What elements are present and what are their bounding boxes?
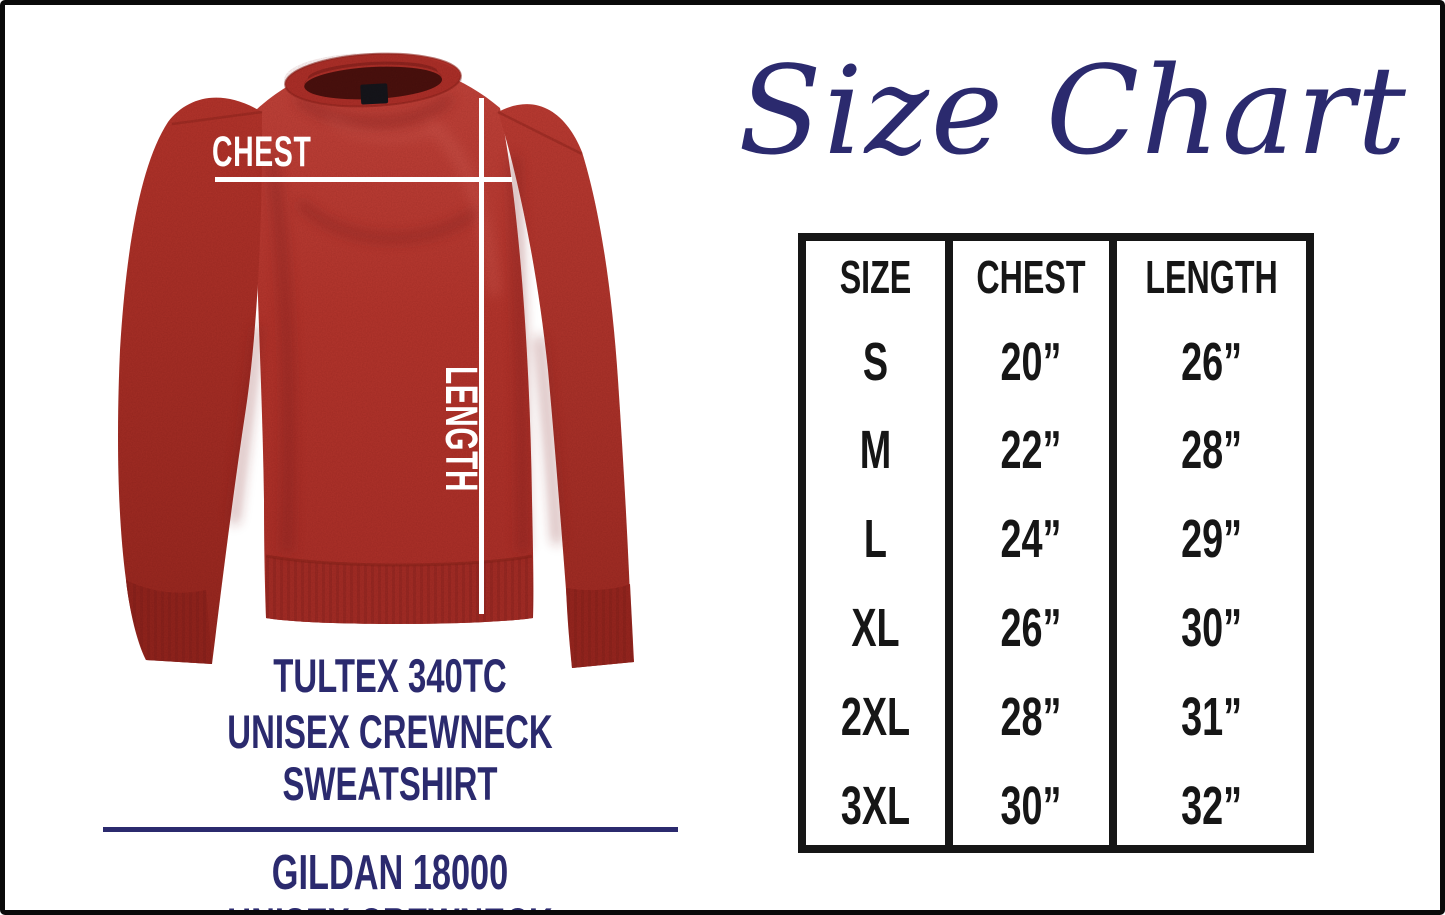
product-name-tultex-sub: UNISEX CREWNECK SWEATSHIRT (227, 705, 553, 810)
product-name-gildan: GILDAN 18000 (271, 846, 509, 900)
table-cell-xl-chest: 26” (1000, 598, 1062, 659)
sweatshirt-image (118, 52, 634, 668)
column-header-length: LENGTH (1145, 251, 1278, 303)
table-cell-s-length: 26” (1180, 331, 1242, 392)
table-cell-xl-length: 30” (1180, 598, 1242, 659)
table-cell-3xl-chest: 30” (1000, 776, 1062, 837)
table-cell-m-chest: 22” (1000, 420, 1062, 481)
product-info-block: TULTEX 340TC UNISEX CREWNECK SWEATSHIRT … (45, 650, 735, 915)
table-cell-2xl-size: 2XL (840, 687, 911, 748)
column-header-chest: CHEST (976, 251, 1086, 303)
product-divider-line (102, 827, 678, 832)
table-column-length: LENGTH 26” 28” 29” 30” 31” 32” (1108, 241, 1306, 845)
table-cell-l-length: 29” (1180, 509, 1242, 570)
table-cell-xl-size: XL (851, 598, 900, 659)
table-cell-s-chest: 20” (1000, 331, 1062, 392)
table-cell-m-size: M (859, 420, 892, 481)
size-chart-title: Size Chart (738, 40, 1408, 182)
length-label: LENGTH (436, 366, 487, 493)
table-column-chest: CHEST 20” 22” 24” 26” 28” 30” (944, 241, 1109, 845)
product-name-tultex: TULTEX 340TC (273, 649, 507, 702)
length-measure-line (479, 98, 484, 614)
table-cell-2xl-length: 31” (1180, 687, 1242, 748)
table-cell-m-length: 28” (1180, 420, 1242, 481)
size-chart-table: SIZE S M L XL 2XL 3XL CHEST 20” 22” 24” 26” 28” 30” LE… (798, 233, 1314, 853)
table-cell-s-size: S (862, 331, 889, 392)
table-cell-3xl-size: 3XL (840, 776, 911, 837)
table-cell-l-chest: 24” (1000, 509, 1062, 570)
column-header-size: SIZE (839, 251, 912, 303)
chest-measure-line (215, 177, 512, 182)
table-column-size: SIZE S M L XL 2XL 3XL (806, 241, 945, 845)
table-cell-2xl-chest: 28” (1000, 687, 1062, 748)
table-cell-3xl-length: 32” (1180, 776, 1242, 837)
table-cell-l-size: L (863, 509, 888, 570)
product-name-gildan-sub: UNISEX CREWNECK SWEATSHIRT (149, 899, 632, 915)
chest-label: CHEST (212, 128, 312, 176)
